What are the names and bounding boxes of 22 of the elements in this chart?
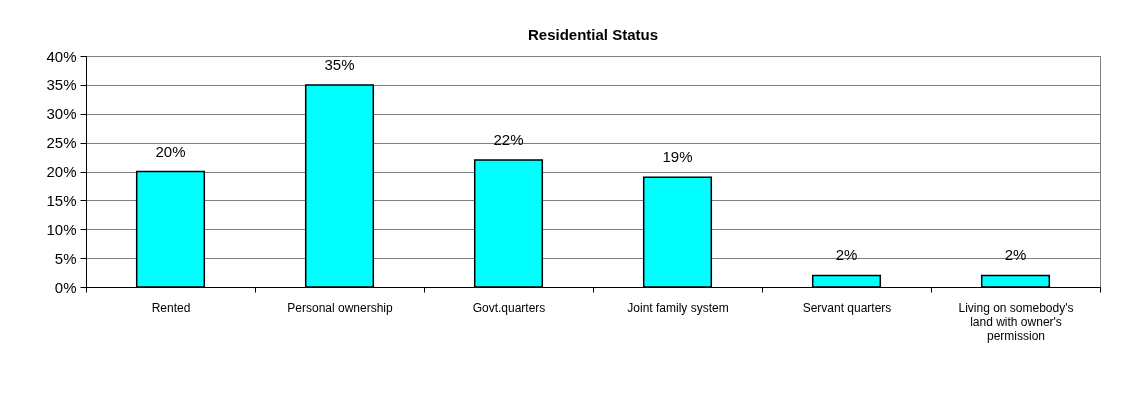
y-tick-label: 25%	[46, 134, 77, 152]
x-tick-label: Servant quarters	[802, 300, 892, 315]
data-label: 2%	[1004, 246, 1027, 264]
x-tick-label: Govt.quarters	[472, 300, 546, 315]
x-tick-label: Living on somebody's land with owner's permission	[958, 300, 1074, 343]
x-tick-label: Joint family system	[627, 300, 729, 315]
data-label: 22%	[493, 130, 524, 148]
x-tick-label: Rented	[151, 300, 191, 315]
y-tick-label: 10%	[46, 220, 77, 238]
y-tick-label: 5%	[54, 249, 77, 267]
data-label: 20%	[155, 142, 186, 160]
data-label: 35%	[324, 55, 355, 73]
data-label: 19%	[662, 148, 693, 166]
chart-title: Residential Status	[527, 26, 659, 43]
y-tick-label: 0%	[54, 278, 77, 296]
y-tick-label: 40%	[46, 47, 77, 65]
y-tick-label: 35%	[46, 76, 77, 94]
y-tick-label: 30%	[46, 105, 77, 123]
x-tick-label: Personal ownership	[287, 300, 394, 315]
y-tick-label: 20%	[46, 163, 77, 180]
y-tick-label: 15%	[46, 191, 77, 209]
data-label: 2%	[835, 246, 858, 264]
